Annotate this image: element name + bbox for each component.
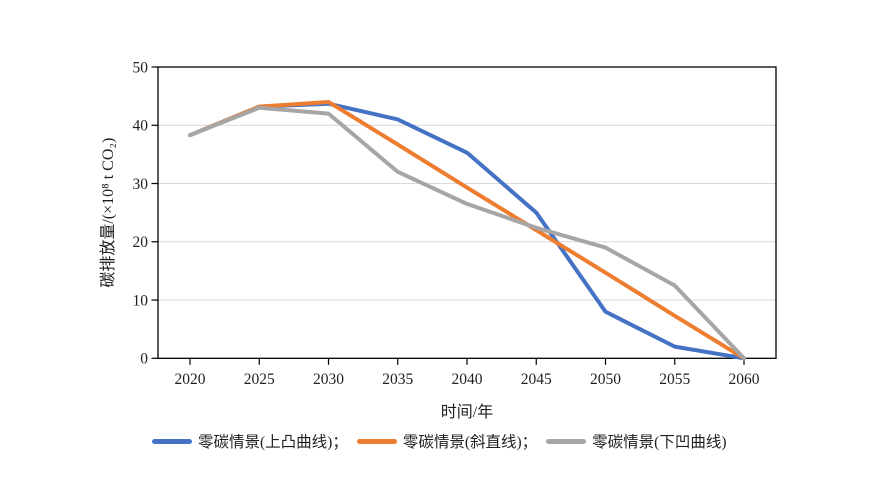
legend-item: 零碳情景(下凹曲线): [546, 430, 726, 452]
series-line-2: [188, 105, 746, 361]
series-line-0: [188, 101, 746, 361]
legend-item: 零碳情景(斜直线)；: [356, 430, 538, 452]
x-tick-label: 2055: [659, 371, 690, 388]
y-tick-label: 30: [133, 176, 149, 193]
y-tick-label: 50: [133, 59, 149, 76]
legend-label: 零碳情景(斜直线)；: [402, 434, 538, 451]
legend-line-swatch: [356, 438, 397, 444]
x-tick-label: 2020: [175, 371, 206, 388]
legend-line-swatch: [152, 438, 192, 444]
x-tick-label: 2030: [313, 371, 344, 388]
y-tick-label: 40: [133, 118, 149, 135]
legend-line-swatch: [546, 438, 587, 444]
x-tick-label: 2025: [244, 371, 275, 388]
x-tick-label: 2050: [590, 371, 621, 388]
legend-label: 零碳情景(下凹曲线): [592, 434, 727, 451]
x-tick-label: 2035: [382, 371, 413, 388]
x-tick-label: 2060: [729, 371, 760, 388]
legend: 零碳情景(上凸曲线)； 零碳情景(斜直线)； 零碳情景(下凹曲线): [152, 430, 726, 452]
x-axis-title: 时间/年: [441, 403, 493, 421]
y-tick-label: 0: [140, 351, 148, 368]
x-tick-label: 2045: [521, 371, 552, 388]
legend-label: 零碳情景(上凸曲线)；: [198, 434, 348, 451]
legend-item: 零碳情景(上凸曲线)；: [152, 430, 348, 452]
series-line-1: [188, 99, 746, 361]
y-tick-label: 10: [133, 292, 149, 309]
y-axis-title: 碳排放量/(×10⁸ t CO₂): [99, 138, 117, 288]
x-tick-label: 2040: [452, 371, 483, 388]
y-tick-label: 20: [133, 234, 149, 251]
